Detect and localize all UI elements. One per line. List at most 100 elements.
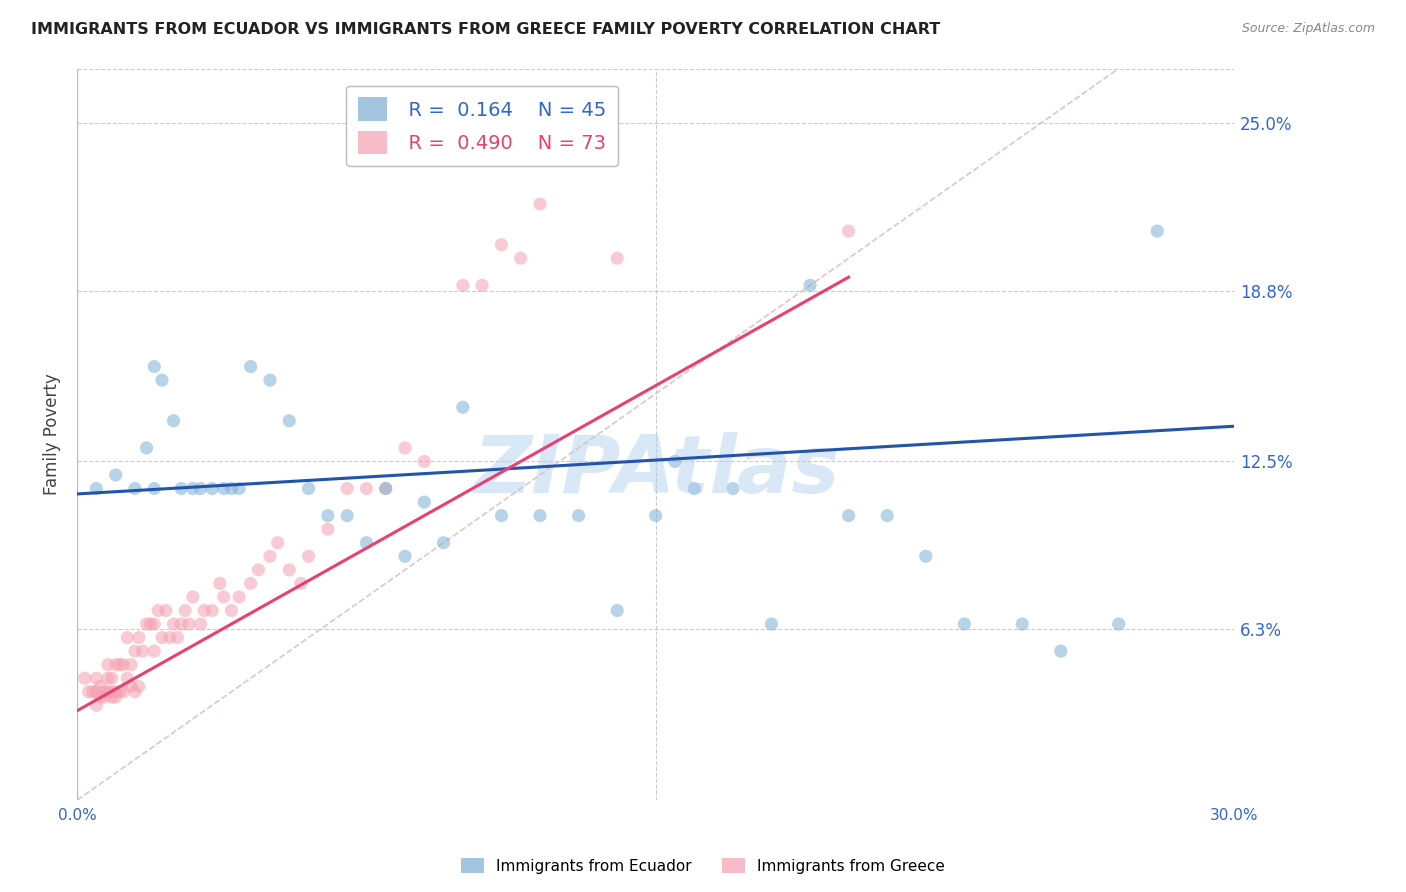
Point (143, 359, 166, 374)
Point (374, 482, 396, 496)
Point (135, 617, 157, 632)
Point (131, 644, 153, 658)
Point (93, 685, 115, 699)
Point (212, 482, 235, 496)
Point (664, 454, 686, 468)
Point (181, 590, 204, 604)
Point (356, 535, 378, 549)
Point (104, 685, 127, 699)
Text: Source: ZipAtlas.com: Source: ZipAtlas.com (1241, 22, 1375, 36)
Point (128, 679, 150, 693)
Point (73, 671, 96, 685)
Point (336, 508, 359, 523)
Point (1146, 224, 1168, 238)
Point (336, 482, 359, 496)
Point (155, 603, 177, 617)
Point (104, 657, 127, 672)
Point (86, 671, 108, 685)
Point (413, 495, 436, 509)
Point (150, 631, 173, 645)
Point (451, 278, 474, 293)
Point (97, 657, 120, 672)
Point (143, 644, 166, 658)
Point (190, 617, 212, 632)
Point (606, 251, 628, 265)
Point (529, 508, 551, 523)
Point (104, 467, 127, 482)
Point (174, 603, 197, 617)
Point (177, 617, 200, 632)
Point (247, 563, 270, 577)
Point (112, 657, 135, 672)
Point (432, 535, 454, 549)
Legend: Immigrants from Ecuador, Immigrants from Greece: Immigrants from Ecuador, Immigrants from… (454, 852, 952, 880)
Point (683, 482, 706, 496)
Point (89, 690, 111, 705)
Point (120, 679, 142, 693)
Point (509, 251, 531, 265)
Point (86, 685, 108, 699)
Point (181, 482, 204, 496)
Point (228, 590, 250, 604)
Point (101, 690, 124, 705)
Point (394, 441, 416, 455)
Point (644, 508, 666, 523)
Point (124, 644, 146, 658)
Point (139, 617, 162, 632)
Point (953, 617, 976, 632)
Point (150, 373, 173, 387)
Point (212, 590, 235, 604)
Point (97, 671, 120, 685)
Point (838, 224, 860, 238)
Point (316, 522, 339, 536)
Point (208, 576, 231, 591)
Point (108, 685, 131, 699)
Point (143, 617, 166, 632)
Point (799, 278, 821, 293)
Point (112, 685, 135, 699)
Point (201, 603, 224, 617)
Point (101, 685, 124, 699)
Point (914, 549, 936, 564)
Point (89, 679, 111, 693)
Point (193, 603, 215, 617)
Point (259, 549, 281, 564)
Point (568, 508, 591, 523)
Point (221, 603, 243, 617)
Point (290, 576, 312, 591)
Point (82, 685, 104, 699)
Y-axis label: Family Poverty: Family Poverty (44, 374, 60, 495)
Point (162, 414, 184, 428)
Legend:   R =  0.164    N = 45,   R =  0.490    N = 73: R = 0.164 N = 45, R = 0.490 N = 73 (346, 86, 619, 166)
Point (278, 414, 301, 428)
Point (876, 508, 898, 523)
Point (108, 657, 131, 672)
Point (86, 698, 108, 713)
Point (721, 482, 744, 496)
Point (115, 631, 138, 645)
Point (451, 401, 474, 415)
Point (491, 508, 513, 523)
Point (838, 508, 860, 523)
Point (356, 482, 378, 496)
Point (124, 482, 146, 496)
Point (104, 690, 127, 705)
Point (1049, 644, 1071, 658)
Point (761, 617, 783, 632)
Point (491, 237, 513, 252)
Point (201, 482, 224, 496)
Point (606, 603, 628, 617)
Point (259, 373, 281, 387)
Point (529, 197, 551, 211)
Point (278, 563, 301, 577)
Point (159, 631, 181, 645)
Point (120, 657, 142, 672)
Text: IMMIGRANTS FROM ECUADOR VS IMMIGRANTS FROM GREECE FAMILY POVERTY CORRELATION CHA: IMMIGRANTS FROM ECUADOR VS IMMIGRANTS FR… (31, 22, 941, 37)
Point (77, 685, 100, 699)
Point (146, 603, 169, 617)
Point (394, 549, 416, 564)
Point (239, 359, 262, 374)
Point (124, 685, 146, 699)
Point (297, 549, 319, 564)
Point (128, 631, 150, 645)
